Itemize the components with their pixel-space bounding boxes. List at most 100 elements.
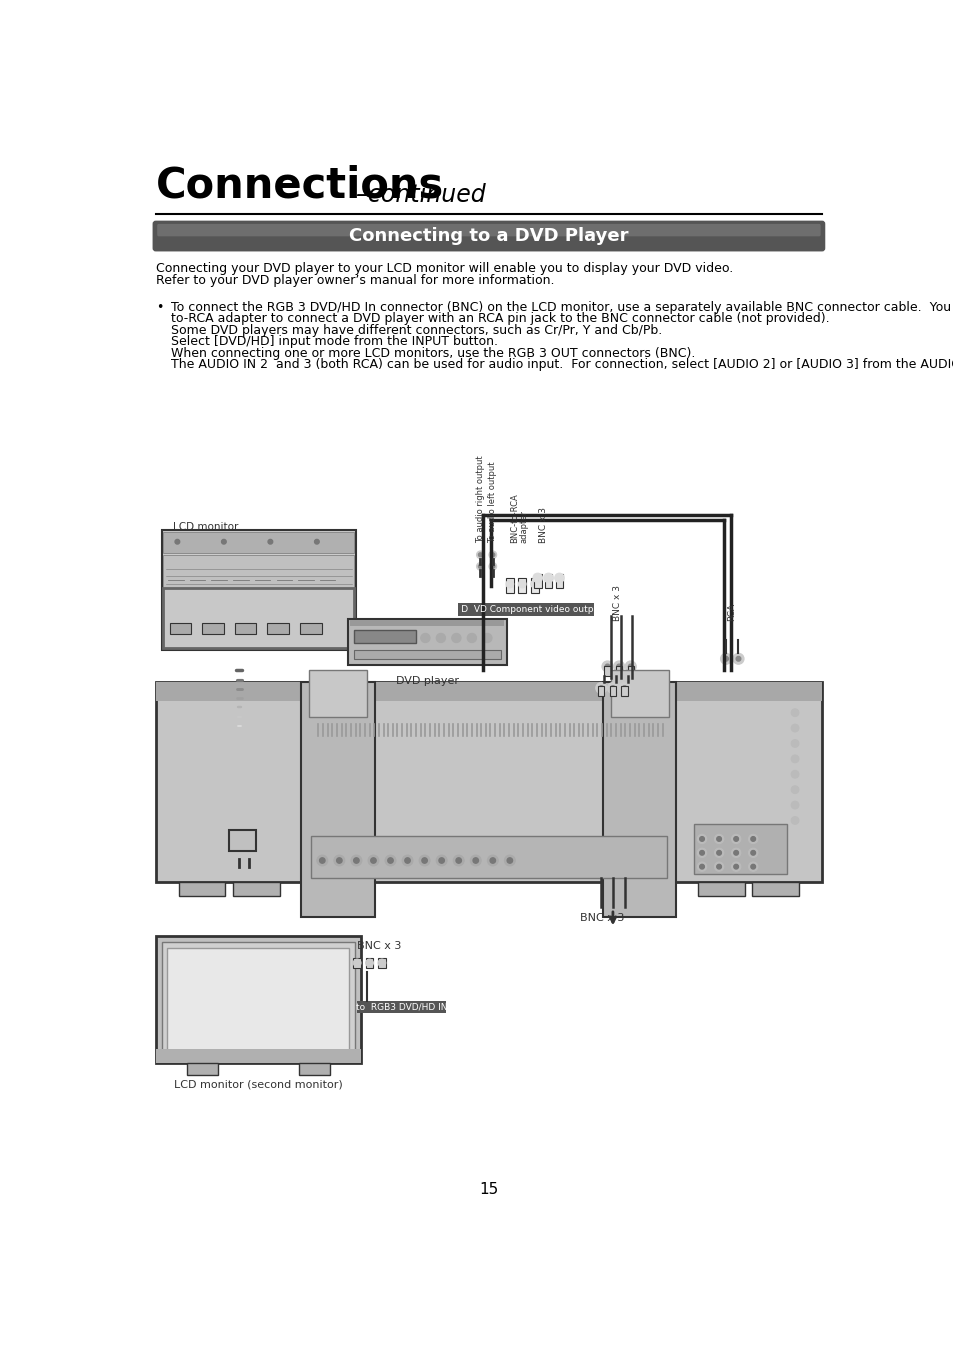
Text: Some DVD players may have different connectors, such as Cr/Pr, Y and Cb/Pb.: Some DVD players may have different conn… — [171, 324, 661, 336]
Text: Connecting to a DVD Player: Connecting to a DVD Player — [349, 227, 628, 245]
Bar — [609, 686, 616, 696]
Circle shape — [387, 858, 393, 863]
Circle shape — [720, 654, 731, 665]
Circle shape — [790, 816, 798, 824]
Text: To connect the RGB 3 DVD/HD In connector (BNC) on the LCD monitor, use a separat: To connect the RGB 3 DVD/HD In connector… — [171, 301, 953, 313]
Circle shape — [491, 553, 495, 557]
Text: LCD monitor: LCD monitor — [173, 523, 238, 532]
Text: DVD player: DVD player — [395, 676, 458, 686]
Text: BNC-to-RCA: BNC-to-RCA — [510, 493, 518, 543]
Circle shape — [453, 855, 464, 866]
Bar — [598, 686, 604, 696]
Bar — [353, 958, 360, 969]
Circle shape — [716, 865, 720, 869]
Circle shape — [555, 573, 563, 582]
Bar — [457, 604, 593, 616]
Circle shape — [613, 661, 624, 671]
Text: Connections: Connections — [155, 165, 443, 207]
Circle shape — [618, 682, 629, 693]
Circle shape — [748, 835, 757, 843]
Circle shape — [436, 634, 445, 643]
Circle shape — [790, 786, 798, 793]
Circle shape — [790, 709, 798, 716]
Bar — [301, 682, 375, 917]
Text: To D  VD Component video output: To D VD Component video output — [448, 605, 602, 613]
Circle shape — [473, 858, 478, 863]
Circle shape — [716, 836, 720, 842]
Bar — [155, 682, 821, 701]
Text: Connecting your DVD player to your LCD monitor will enable you to display your D: Connecting your DVD player to your LCD m… — [155, 262, 732, 276]
Circle shape — [436, 855, 447, 866]
Circle shape — [505, 580, 513, 588]
Bar — [627, 666, 633, 677]
Circle shape — [731, 862, 740, 871]
Bar — [234, 623, 256, 634]
Bar — [163, 532, 354, 554]
Circle shape — [316, 855, 328, 866]
Circle shape — [530, 580, 537, 588]
Circle shape — [478, 565, 482, 569]
Circle shape — [353, 959, 360, 967]
Circle shape — [714, 835, 723, 843]
Bar — [179, 882, 225, 896]
Circle shape — [617, 665, 620, 669]
Circle shape — [621, 686, 626, 690]
Bar — [309, 670, 367, 716]
Bar — [354, 650, 500, 659]
Bar — [752, 882, 798, 896]
Bar — [555, 574, 562, 588]
Bar — [163, 555, 354, 588]
Bar — [517, 578, 525, 593]
Circle shape — [402, 855, 413, 866]
Circle shape — [174, 539, 179, 544]
Text: LCD monitor (second monitor): LCD monitor (second monitor) — [173, 1079, 342, 1090]
Circle shape — [543, 573, 553, 582]
Circle shape — [533, 573, 542, 582]
Text: to  RGB3 DVD/HD IN: to RGB3 DVD/HD IN — [355, 1002, 447, 1012]
Circle shape — [750, 851, 755, 855]
Circle shape — [438, 858, 444, 863]
Bar — [365, 958, 373, 969]
Bar — [694, 824, 786, 874]
Bar — [505, 578, 513, 593]
Bar — [298, 1063, 330, 1074]
Text: BNC x 3: BNC x 3 — [356, 942, 401, 951]
Bar — [698, 882, 744, 896]
Circle shape — [314, 539, 319, 544]
Circle shape — [456, 858, 461, 863]
Circle shape — [790, 801, 798, 809]
Circle shape — [268, 539, 273, 544]
Circle shape — [488, 562, 497, 570]
Circle shape — [733, 865, 738, 869]
Circle shape — [790, 755, 798, 763]
Circle shape — [607, 682, 618, 693]
Text: •: • — [155, 301, 163, 313]
Circle shape — [733, 836, 738, 842]
FancyBboxPatch shape — [152, 220, 824, 251]
Circle shape — [624, 661, 636, 671]
Bar — [620, 686, 627, 696]
Circle shape — [476, 562, 484, 570]
Bar — [167, 947, 349, 1051]
Bar — [530, 578, 537, 593]
Bar — [267, 623, 289, 634]
Circle shape — [368, 855, 378, 866]
Bar — [170, 623, 192, 634]
Circle shape — [504, 855, 515, 866]
Circle shape — [733, 851, 738, 855]
Circle shape — [697, 862, 706, 871]
Circle shape — [319, 858, 325, 863]
Bar — [602, 682, 676, 917]
Circle shape — [385, 855, 395, 866]
Bar — [155, 1050, 360, 1063]
Text: RCA: RCA — [727, 603, 736, 621]
Circle shape — [750, 865, 755, 869]
Circle shape — [714, 848, 723, 858]
Circle shape — [716, 851, 720, 855]
Circle shape — [699, 851, 703, 855]
Circle shape — [731, 835, 740, 843]
Circle shape — [732, 654, 743, 665]
Circle shape — [699, 836, 703, 842]
Text: BNC x 3: BNC x 3 — [538, 507, 548, 543]
Circle shape — [482, 634, 492, 643]
